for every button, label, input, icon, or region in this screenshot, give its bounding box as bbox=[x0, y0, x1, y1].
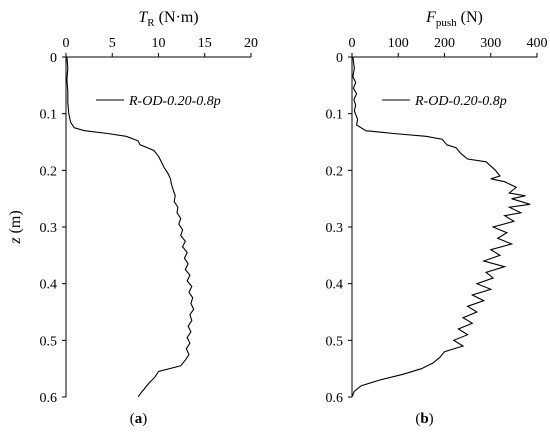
panel-a-y-tick-label: 0.6 bbox=[40, 391, 58, 406]
panel-b-y-tick-label: 0.3 bbox=[326, 221, 344, 236]
panel-b-y-tick-label: 0.1 bbox=[326, 108, 344, 123]
panel-b-x-tick-label: 100 bbox=[388, 36, 409, 51]
panel-b-panel-label: (b) bbox=[415, 411, 433, 427]
panel-b-legend-label: R-OD-0.20-0.8p bbox=[414, 94, 507, 109]
panel-b-x-tick-label: 300 bbox=[480, 36, 501, 51]
panel-a-x-axis-title: TR (N·m) bbox=[138, 9, 198, 29]
panel-a-series-line bbox=[66, 56, 195, 398]
panel-b-x-axis-title: Fpush (N) bbox=[425, 9, 483, 29]
panel-b-y-tick-label: 0.4 bbox=[326, 278, 344, 293]
panel-b-y-tick-label: 0.2 bbox=[326, 164, 344, 179]
panel-a-y-tick-label: 0 bbox=[50, 51, 57, 66]
panel-b-x-tick-label: 200 bbox=[434, 36, 455, 51]
panel-a-y-tick-label: 0.3 bbox=[40, 221, 58, 236]
panel-a-y-tick-label: 0.4 bbox=[40, 278, 58, 293]
panel-a-x-tick-label: 0 bbox=[63, 36, 70, 51]
panel-a-y-axis-title: z (m) bbox=[7, 210, 24, 244]
panel-a-chart: 0 5 10 15 20 0 0.1 0.2 0.3 0.4 0.5 0.6 TR (N·m) z (m)… bbox=[7, 9, 258, 427]
panel-b-chart: 0 100 200 300 400 0 0.1 0.2 0.3 0.4 0.5 0.6 Fpush (N… bbox=[326, 9, 548, 427]
panel-a-panel-label: (a) bbox=[130, 411, 148, 427]
panel-a-y-tick-label: 0.5 bbox=[40, 334, 58, 349]
panel-a-x-tick-label: 15 bbox=[198, 36, 212, 51]
panel-b-y-tick-label: 0.5 bbox=[326, 334, 344, 349]
panel-a-legend-label: R-OD-0.20-0.8p bbox=[128, 94, 221, 109]
panel-a-x-tick-label: 10 bbox=[152, 36, 166, 51]
panel-b-y-tick-label: 0.6 bbox=[326, 391, 344, 406]
panel-b-y-tick-label: 0 bbox=[336, 51, 343, 66]
panel-b-series-line bbox=[351, 56, 531, 398]
panel-a-y-tick-label: 0.1 bbox=[40, 108, 58, 123]
panel-a-x-tick-label: 20 bbox=[244, 36, 258, 51]
panel-b-x-tick-label: 0 bbox=[349, 36, 356, 51]
panel-b-x-tick-label: 400 bbox=[527, 36, 548, 51]
panel-a-x-tick-label: 5 bbox=[109, 36, 116, 51]
panel-a-y-tick-label: 0.2 bbox=[40, 164, 58, 179]
